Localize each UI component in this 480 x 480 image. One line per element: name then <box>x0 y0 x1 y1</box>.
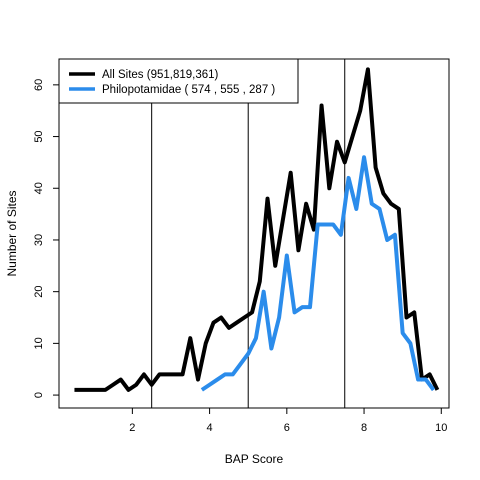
x-axis-title: BAP Score <box>225 452 284 466</box>
y-tick-label: 60 <box>33 79 45 91</box>
series-layer <box>74 67 440 392</box>
x-axis: 2 4 6 8 10 <box>129 407 447 434</box>
series-line-1 <box>74 67 440 392</box>
x-tick-label: 2 <box>129 422 135 434</box>
x-tick-label: 6 <box>284 422 290 434</box>
legend-entry-label: Philopotamidae ( 574 , 555 , 287 ) <box>102 84 275 96</box>
y-tick-label: 50 <box>33 130 45 142</box>
y-tick-label: 30 <box>33 234 45 246</box>
series-line-2 <box>200 155 436 392</box>
legend: All Sites (951,819,361) Philopotamidae ( … <box>58 58 299 104</box>
y-tick-label: 20 <box>33 286 45 298</box>
y-axis-title: Number of Sites <box>5 190 19 276</box>
y-tick-label: 0 <box>33 392 45 398</box>
x-tick-label: 8 <box>361 422 367 434</box>
legend-box <box>58 58 299 104</box>
y-tick-label: 40 <box>33 182 45 194</box>
x-tick-label: 10 <box>435 422 447 434</box>
y-tick-label: 10 <box>33 337 45 349</box>
y-axis: 0 10 20 30 40 50 60 <box>33 79 60 398</box>
legend-entry-label: All Sites (951,819,361) <box>102 69 219 81</box>
x-tick-label: 4 <box>207 422 213 434</box>
